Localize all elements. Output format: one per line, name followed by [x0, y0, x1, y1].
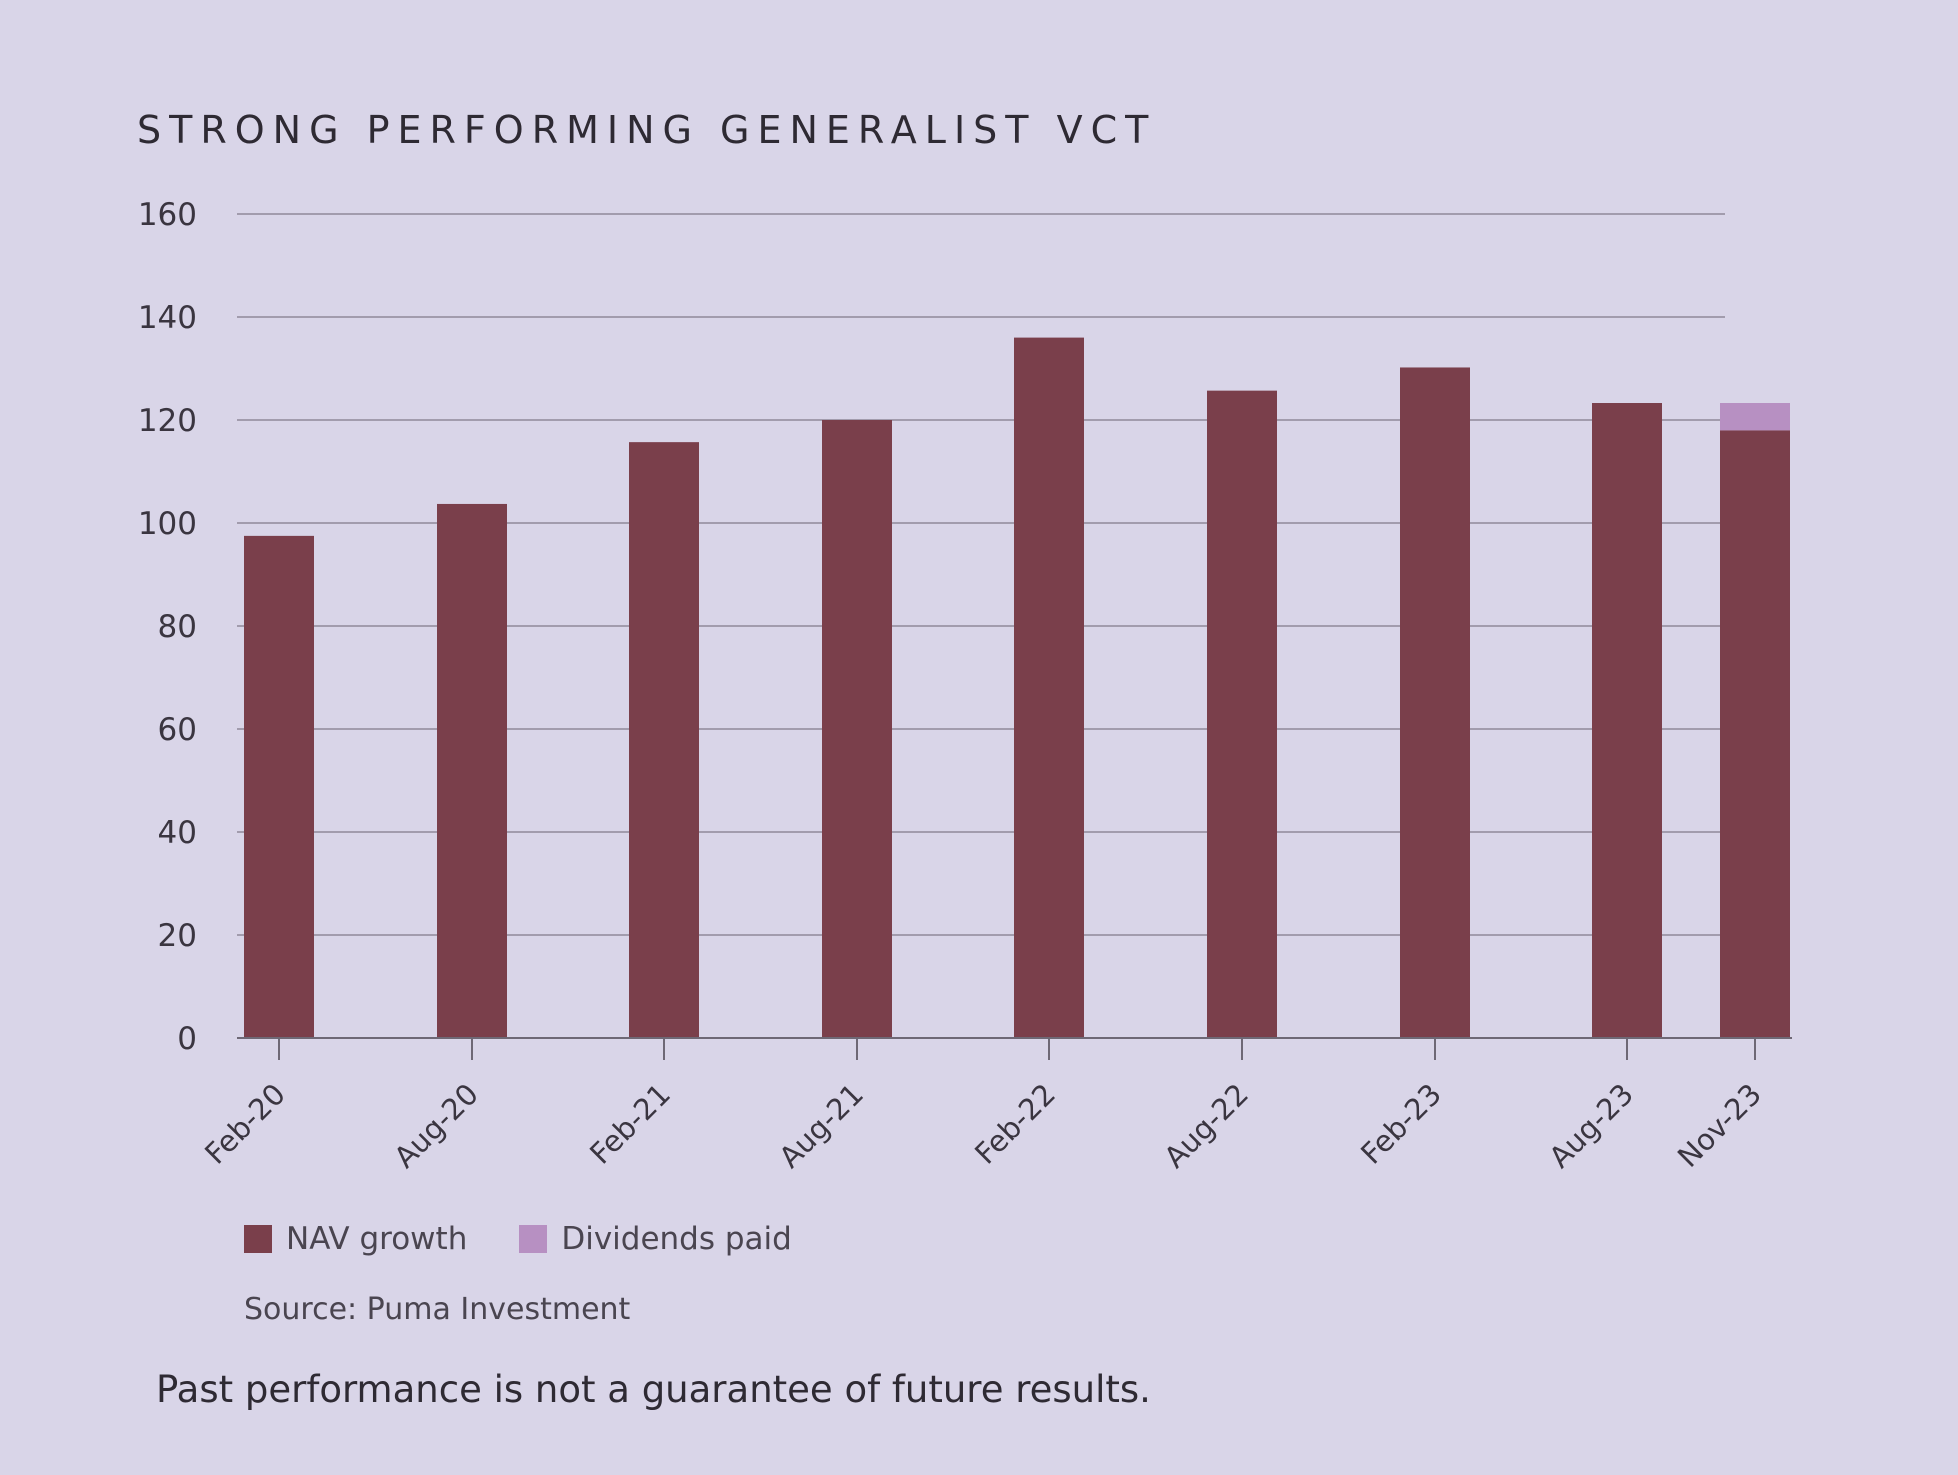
legend-swatch-nav-growth — [244, 1225, 272, 1253]
bar-nav-growth-feb-21 — [629, 442, 699, 1038]
y-tick-label-40: 40 — [158, 815, 197, 851]
x-tick-label-aug-20: Aug-20 — [387, 1077, 485, 1175]
y-tick-label-20: 20 — [158, 918, 197, 954]
legend-swatch-dividends-paid — [519, 1225, 548, 1253]
x-tick-label-nov-23: Nov-23 — [1671, 1077, 1768, 1174]
x-tick-label-aug-21: Aug-21 — [772, 1077, 870, 1175]
y-tick-label-140: 140 — [138, 300, 197, 336]
bars — [244, 337, 1790, 1039]
x-tick-label-aug-22: Aug-22 — [1157, 1077, 1255, 1175]
x-tick-label-aug-23: Aug-23 — [1542, 1077, 1640, 1175]
y-tick-label-80: 80 — [158, 609, 197, 645]
y-tick-label-160: 160 — [138, 197, 197, 233]
legend-entry-dividends-paid: Dividends paid — [519, 1221, 792, 1257]
x-tick-label-feb-22: Feb-22 — [968, 1077, 1062, 1171]
x-axis-ticks: Feb-20 Aug-20 Feb-21 Aug-21 Feb-22 Aug-22 Feb-… — [198, 1038, 1768, 1174]
bar-nav-growth-aug-20 — [437, 503, 507, 1038]
legend-label-nav-growth: NAV growth — [286, 1221, 468, 1257]
y-tick-label-0: 0 — [177, 1021, 197, 1057]
bar-nav-growth-aug-21 — [822, 420, 892, 1038]
x-tick-label-feb-21: Feb-21 — [583, 1077, 677, 1171]
y-tick-label-120: 120 — [138, 403, 197, 439]
legend-label-dividends-paid: Dividends paid — [561, 1221, 792, 1257]
legend: NAV growth Dividends paid — [244, 1221, 844, 1257]
legend-entry-nav-growth: NAV growth — [244, 1221, 467, 1257]
source-note: Source: Puma Investment — [244, 1292, 631, 1327]
y-axis-ticks: 0 20 40 60 80 100 120 140 160 — [138, 197, 197, 1057]
chart-title: STRONG PERFORMING GENERALIST VCT — [137, 108, 1157, 152]
bar-nav-growth-feb-22 — [1014, 337, 1084, 1039]
x-tick-label-feb-23: Feb-23 — [1354, 1077, 1448, 1171]
bar-dividends-paid-nov-23 — [1720, 403, 1790, 431]
y-tick-label-60: 60 — [158, 712, 197, 748]
bar-nav-growth-aug-22 — [1207, 390, 1277, 1038]
bar-nav-growth-feb-23 — [1400, 367, 1470, 1039]
bar-nav-growth-aug-23 — [1592, 403, 1662, 1038]
y-tick-label-100: 100 — [138, 506, 197, 542]
disclaimer: Past performance is not a guarantee of f… — [156, 1368, 1151, 1411]
x-tick-label-feb-20: Feb-20 — [198, 1077, 292, 1171]
bar-nav-growth-feb-20 — [244, 535, 314, 1038]
bar-nav-growth-nov-23 — [1720, 430, 1790, 1038]
